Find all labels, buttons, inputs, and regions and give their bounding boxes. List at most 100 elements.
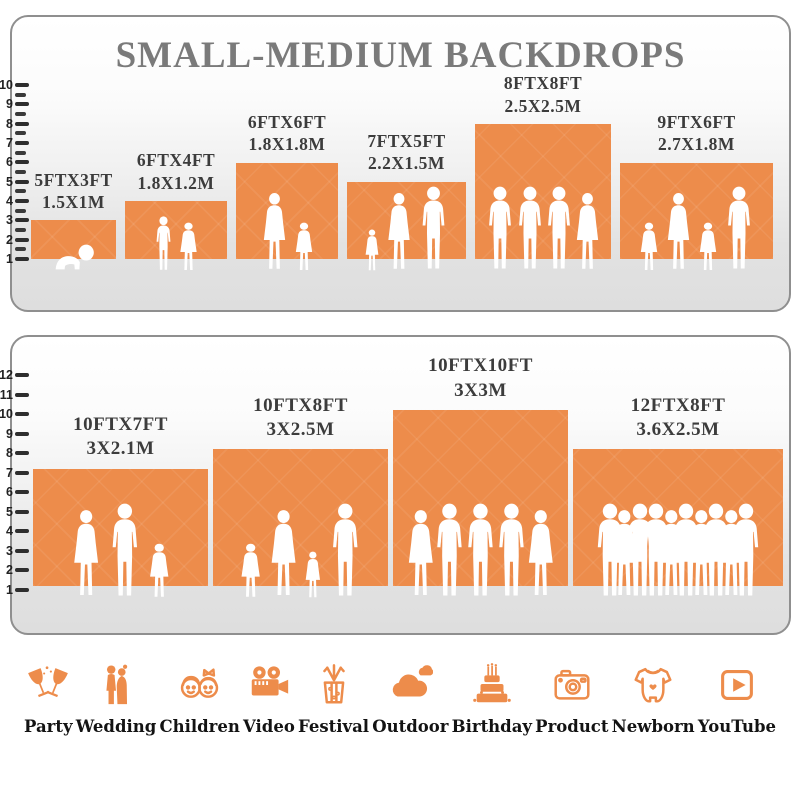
ruler-number: 4 xyxy=(6,194,13,209)
backdrop-rect xyxy=(475,123,611,269)
category-outdoor: Outdoor xyxy=(372,662,448,736)
ruler-half-tick-row xyxy=(0,242,26,256)
backdrop-size-label: 9FTX6FT 2.7X1.8M xyxy=(657,111,735,156)
woman-silhouette xyxy=(74,510,99,596)
people-silhouettes xyxy=(258,192,317,272)
ruler-mark-3: 3 xyxy=(0,544,29,558)
ruler-mark-8: 8 xyxy=(0,117,29,131)
ruler-mark-4: 4 xyxy=(0,524,29,538)
size-ft: 12FTX8FT xyxy=(630,394,726,416)
wedding-icon xyxy=(93,662,139,708)
woman-silhouette xyxy=(263,193,285,269)
woman-silhouette xyxy=(408,510,433,596)
man-silhouette xyxy=(437,503,462,596)
ruler-mark-1: 1 xyxy=(0,583,29,597)
ruler-number: 5 xyxy=(6,504,13,519)
backdrop-7ftx5ft: 7FTX5FT 2.2X1.5M xyxy=(347,130,466,271)
ruler-tick xyxy=(15,431,29,436)
size-ft: 6FTX4FT xyxy=(136,150,216,171)
categories-row: Party Wedding Children Video Festival Outdoor… xyxy=(0,662,800,736)
ruler-tick xyxy=(15,470,29,475)
category-youtube: YouTube xyxy=(698,662,776,736)
woman-silhouette xyxy=(388,193,410,269)
ruler-tick xyxy=(15,373,29,377)
panel-small-medium: SMALL-MEDIUM BACKDROPS 10 9 8 7 6 5 4 3 2 1 5FTX3… xyxy=(0,15,791,312)
man-silhouette xyxy=(499,503,524,596)
man-silhouette xyxy=(518,186,541,269)
backdrop-rect xyxy=(620,162,773,270)
category-label: Newborn xyxy=(611,717,695,736)
ruler-mark-6: 6 xyxy=(0,485,29,499)
ruler-tick xyxy=(15,92,26,97)
youtube-icon xyxy=(714,662,760,708)
size-ft: 7FTX5FT xyxy=(367,131,446,152)
ruler-mark-6: 6 xyxy=(0,155,29,169)
backdrop-8ftx8ft: 8FTX8FT 2.5X2.5M xyxy=(475,72,611,269)
backdrops-medium-large: 10FTX7FT 3X2.1M 10FTX8FT 3X2.5M 10FTX10FT 3X3… xyxy=(33,354,783,598)
toddler-silhouette xyxy=(365,229,379,271)
people-silhouettes xyxy=(597,503,759,599)
size-m: 3X2.1M xyxy=(86,438,155,460)
ruler-tick xyxy=(15,112,26,116)
ruler-tick xyxy=(15,568,29,572)
ruler-number: 2 xyxy=(6,563,13,577)
ruler-number: 3 xyxy=(6,543,13,558)
ruler-half-tick-row xyxy=(0,126,26,140)
backdrop-size-label: 10FTX10FT 3X3M xyxy=(428,354,533,403)
girl-silhouette xyxy=(699,222,717,270)
ruler-tick xyxy=(15,509,29,514)
category-label: Product xyxy=(535,717,609,736)
ruler-mark-12: 12 xyxy=(0,368,29,382)
size-m: 3X2.5M xyxy=(266,418,335,440)
girl-silhouette xyxy=(241,543,260,597)
ruler-number: 9 xyxy=(6,426,13,441)
category-children: Children xyxy=(159,662,240,736)
ruler-tick xyxy=(15,451,29,455)
backdrop-size-label: 10FTX8FT 3X2.5M xyxy=(253,394,348,443)
ruler-tick xyxy=(15,170,26,175)
girl-silhouette xyxy=(295,222,312,270)
backdrop-10ftx10ft: 10FTX10FT 3X3M xyxy=(393,354,568,596)
ruler-mark-2: 2 xyxy=(0,233,29,247)
size-m: 2.2X1.5M xyxy=(368,153,445,174)
size-ft: 5FTX3FT xyxy=(34,169,113,190)
ruler-mark-9: 9 xyxy=(0,427,29,441)
ruler-number: 10 xyxy=(0,407,13,421)
ruler-tick xyxy=(15,587,29,592)
ruler-mark-5: 5 xyxy=(0,505,29,519)
ruler-number: 5 xyxy=(6,174,13,189)
backdrop-rect xyxy=(393,410,568,596)
people-silhouettes xyxy=(236,503,364,599)
ruler-number: 6 xyxy=(6,155,13,170)
backdrop-size-label: 6FTX4FT 1.8X1.2M xyxy=(137,149,215,194)
category-wedding: Wedding xyxy=(75,662,157,736)
category-label: Wedding xyxy=(75,717,157,736)
birthday-icon xyxy=(469,662,515,708)
ruler-number: 4 xyxy=(6,524,13,538)
size-m: 1.8X1.8M xyxy=(248,134,326,155)
ruler-tick xyxy=(15,150,26,155)
man-silhouette xyxy=(112,503,137,596)
backdrop-rect xyxy=(33,468,208,597)
size-ft: 10FTX7FT xyxy=(73,414,168,436)
ruler-half-tick-row xyxy=(0,107,26,121)
backdrop-6ftx4ft: 6FTX4FT 1.8X1.2M xyxy=(125,149,227,270)
backdrop-6ftx6ft: 6FTX6FT 1.8X1.8M xyxy=(236,111,338,270)
man-silhouette xyxy=(422,186,445,269)
video-icon xyxy=(246,662,292,708)
ruler-tick xyxy=(15,83,29,87)
ruler-mark-5: 5 xyxy=(0,175,29,189)
ruler-half-tick-row xyxy=(0,223,26,237)
ruler-tick xyxy=(15,228,26,233)
category-label: Party xyxy=(24,717,73,736)
children-icon xyxy=(177,662,223,708)
backdrop-rect xyxy=(213,449,388,598)
boy-silhouette xyxy=(156,216,170,270)
ruler-half-tick-row xyxy=(0,204,26,218)
man-silhouette xyxy=(728,186,750,269)
size-m: 2.7X1.8M xyxy=(658,134,735,155)
ruler-tick xyxy=(15,121,29,126)
people-silhouettes xyxy=(50,242,97,272)
ruler-half-tick-row xyxy=(0,146,26,160)
